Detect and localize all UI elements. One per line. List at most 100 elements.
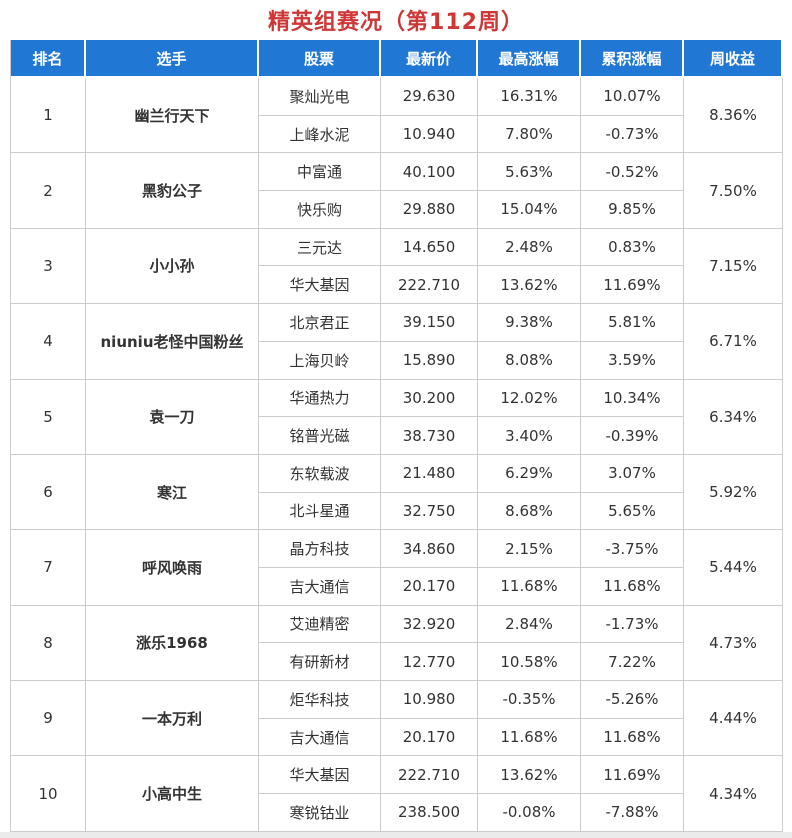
stock-row: 上峰水泥 10.940 7.80% -0.73% (11, 115, 783, 154)
player-name-link[interactable]: 呼风唤雨 (86, 530, 259, 606)
stock-name-link[interactable]: 艾迪精密 (259, 605, 381, 644)
stock-name-link[interactable]: 吉大通信 (259, 567, 381, 606)
stock-name-link[interactable]: 华大基因 (259, 266, 381, 305)
stock-row: 2 黑豹公子 中富通 40.100 5.63% -0.52% 7.50% (11, 153, 783, 229)
rank-cell: 4 (11, 304, 86, 380)
cumulative-gain-cell: -5.26% (581, 681, 684, 719)
latest-price-cell: 14.650 (381, 228, 478, 267)
max-gain-cell: -0.35% (478, 681, 581, 719)
player-name-link[interactable]: 黑豹公子 (86, 153, 259, 229)
stock-name-link[interactable]: 快乐购 (259, 191, 381, 229)
rank-cell: 10 (11, 756, 86, 832)
player-name-link[interactable]: 寒江 (86, 454, 259, 531)
latest-price-cell: 15.890 (381, 341, 478, 380)
cumulative-gain-cell: -1.73% (581, 605, 684, 644)
stock-name-link[interactable]: 北斗星通 (259, 492, 381, 531)
rank-cell: 1 (11, 78, 86, 154)
latest-price-cell: 238.500 (381, 794, 478, 832)
latest-price-cell: 20.170 (381, 718, 478, 757)
stock-name-link[interactable]: 聚灿光电 (259, 78, 381, 116)
player-name-link[interactable]: niuniu老怪中国粉丝 (86, 304, 259, 380)
max-gain-cell: 3.40% (478, 417, 581, 455)
latest-price-cell: 34.860 (381, 530, 478, 568)
player-name-link[interactable]: 幽兰行天下 (86, 78, 259, 154)
player-name-link[interactable]: 一本万利 (86, 681, 259, 757)
latest-price-cell: 30.200 (381, 379, 478, 418)
stock-row: 吉大通信 20.170 11.68% 11.68% (11, 567, 783, 606)
cumulative-gain-cell: 5.81% (581, 304, 684, 342)
latest-price-cell: 222.710 (381, 266, 478, 305)
cumulative-gain-cell: 11.69% (581, 266, 684, 305)
cumulative-gain-cell: 0.83% (581, 228, 684, 267)
latest-price-cell: 40.100 (381, 153, 478, 192)
cumulative-gain-cell: -0.73% (581, 115, 684, 154)
stock-row: 8 涨乐1968 艾迪精密 32.920 2.84% -1.73% 4.73% (11, 605, 783, 681)
cumulative-gain-cell: -0.39% (581, 417, 684, 455)
max-gain-cell: 7.80% (478, 115, 581, 154)
col-header-weekly-return: 周收益 (684, 40, 783, 78)
stock-name-link[interactable]: 中富通 (259, 153, 381, 192)
cumulative-gain-cell: 3.07% (581, 454, 684, 493)
weekly-return-cell: 7.15% (684, 228, 783, 305)
max-gain-cell: 8.68% (478, 492, 581, 531)
player-name-link[interactable]: 小高中生 (86, 756, 259, 832)
latest-price-cell: 222.710 (381, 756, 478, 795)
stock-row: 3 小小孙 三元达 14.650 2.48% 0.83% 7.15% (11, 228, 783, 305)
table-header-row: 排名 选手 股票 最新价 最高涨幅 累积涨幅 周收益 (11, 40, 783, 78)
col-header-cumulative-gain: 累积涨幅 (581, 40, 684, 78)
max-gain-cell: 6.29% (478, 454, 581, 493)
max-gain-cell: 5.63% (478, 153, 581, 192)
latest-price-cell: 29.630 (381, 78, 478, 116)
weekly-return-cell: 6.34% (684, 379, 783, 455)
stock-row: 寒锐钴业 238.500 -0.08% -7.88% (11, 794, 783, 832)
max-gain-cell: 9.38% (478, 304, 581, 342)
col-header-player: 选手 (86, 40, 259, 78)
player-name-link[interactable]: 袁一刀 (86, 379, 259, 455)
max-gain-cell: 16.31% (478, 78, 581, 116)
weekly-return-cell: 4.73% (684, 605, 783, 681)
cumulative-gain-cell: 7.22% (581, 643, 684, 681)
cumulative-gain-cell: 11.68% (581, 567, 684, 606)
max-gain-cell: 10.58% (478, 643, 581, 681)
stock-name-link[interactable]: 有研新材 (259, 643, 381, 681)
rank-cell: 9 (11, 681, 86, 757)
cumulative-gain-cell: 5.65% (581, 492, 684, 531)
latest-price-cell: 39.150 (381, 304, 478, 342)
stock-row: 有研新材 12.770 10.58% 7.22% (11, 643, 783, 681)
stock-row: 9 一本万利 炬华科技 10.980 -0.35% -5.26% 4.44% (11, 681, 783, 757)
stock-name-link[interactable]: 东软载波 (259, 454, 381, 493)
stock-name-link[interactable]: 寒锐钴业 (259, 794, 381, 832)
stock-row: 铭普光磁 38.730 3.40% -0.39% (11, 417, 783, 455)
stock-row: 6 寒江 东软载波 21.480 6.29% 3.07% 5.92% (11, 454, 783, 531)
horizontal-scrollbar[interactable] (0, 832, 792, 838)
stock-name-link[interactable]: 三元达 (259, 228, 381, 267)
col-header-rank: 排名 (11, 40, 86, 78)
weekly-return-cell: 7.50% (684, 153, 783, 229)
stock-row: 5 袁一刀 华通热力 30.200 12.02% 10.34% 6.34% (11, 379, 783, 455)
rank-cell: 2 (11, 153, 86, 229)
weekly-return-cell: 5.44% (684, 530, 783, 606)
weekly-return-cell: 8.36% (684, 78, 783, 154)
stock-row: 华大基因 222.710 13.62% 11.69% (11, 266, 783, 305)
player-name-link[interactable]: 涨乐1968 (86, 605, 259, 681)
latest-price-cell: 32.920 (381, 605, 478, 644)
stock-name-link[interactable]: 上峰水泥 (259, 115, 381, 154)
max-gain-cell: 2.48% (478, 228, 581, 267)
stock-name-link[interactable]: 吉大通信 (259, 718, 381, 757)
stock-name-link[interactable]: 华大基因 (259, 756, 381, 795)
player-name-link[interactable]: 小小孙 (86, 228, 259, 305)
stock-name-link[interactable]: 华通热力 (259, 379, 381, 418)
stock-name-link[interactable]: 晶方科技 (259, 530, 381, 568)
latest-price-cell: 10.940 (381, 115, 478, 154)
latest-price-cell: 32.750 (381, 492, 478, 531)
max-gain-cell: -0.08% (478, 794, 581, 832)
max-gain-cell: 13.62% (478, 266, 581, 305)
stock-name-link[interactable]: 炬华科技 (259, 681, 381, 719)
latest-price-cell: 12.770 (381, 643, 478, 681)
stock-row: 上海贝岭 15.890 8.08% 3.59% (11, 341, 783, 380)
cumulative-gain-cell: 10.34% (581, 379, 684, 418)
competition-table: 排名 选手 股票 最新价 最高涨幅 累积涨幅 周收益 1 幽兰行天下 聚灿光电 29.630 16.… (10, 40, 783, 832)
stock-name-link[interactable]: 上海贝岭 (259, 341, 381, 380)
stock-name-link[interactable]: 铭普光磁 (259, 417, 381, 455)
stock-name-link[interactable]: 北京君正 (259, 304, 381, 342)
